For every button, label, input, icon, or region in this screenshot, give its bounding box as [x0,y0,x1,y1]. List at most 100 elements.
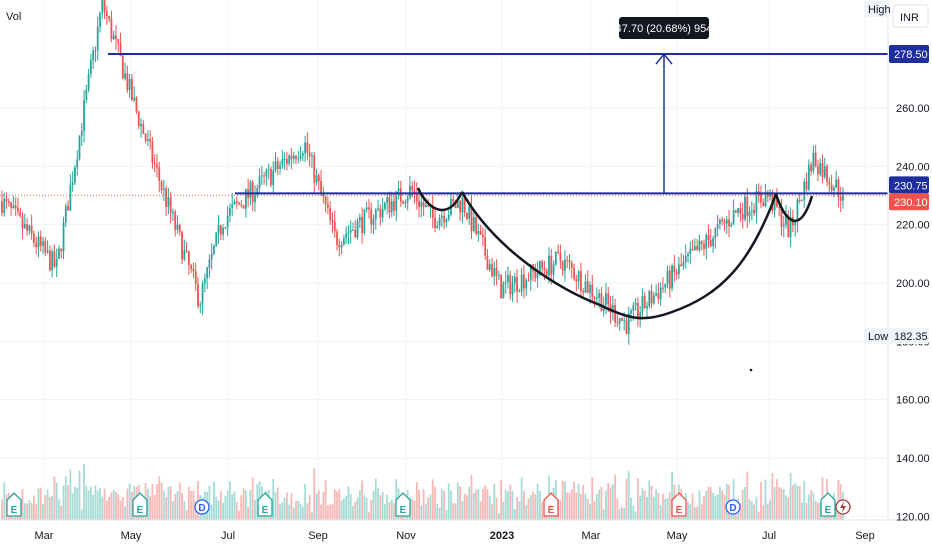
candle-body [559,253,562,262]
candle-body [568,260,571,263]
volume-bar [559,500,562,520]
volume-bar [789,473,792,520]
volume-bar [210,504,213,520]
vol-label: Vol [6,11,21,23]
candle-body [19,211,22,216]
volume-bar [456,482,459,520]
candle-body [648,291,651,306]
low-label-box [864,328,890,344]
candle-body [666,270,669,284]
volume-bar [609,487,612,520]
candle-body [703,243,705,249]
candle-body [755,191,758,214]
candle-body [452,199,455,203]
volume-bar [538,491,541,520]
volume-bar [213,481,215,520]
volume-bar [126,488,129,520]
volume-bar [365,497,368,520]
volume-bar [363,495,366,520]
candle-body [680,264,683,267]
x-tick-label: Jul [762,530,776,542]
volume-bar [379,495,382,520]
volume-bar [497,512,500,520]
candle-body [379,208,382,218]
candle-body [297,158,300,160]
candle-body [475,217,477,234]
volume-bar [470,474,473,520]
candle-body [573,268,575,280]
candle-body [807,164,810,190]
candle-body [814,152,817,167]
candle-body [525,280,528,289]
volume-bar [224,495,227,520]
volume-bar [283,498,286,520]
candle-body [197,283,199,307]
candle-body [358,217,361,221]
volume-bar [23,503,26,520]
candle-body [659,287,662,300]
volume-bar [347,486,350,520]
candle-body [5,198,8,201]
volume-bar [484,485,487,520]
candle-body [586,281,589,293]
volume-bar [709,487,712,520]
candle-body [495,267,498,276]
candle-body [272,170,275,186]
candle-body [632,305,635,311]
volume-bar [431,479,434,520]
candle-body [470,206,473,231]
candle-body [263,175,266,177]
volume-bar [607,482,610,520]
candle-body [231,204,234,208]
volume-bar [361,480,364,520]
candle-body [156,164,158,168]
dividend-marker-letter: D [198,503,205,514]
candle-body [144,134,147,141]
candle-body [837,179,840,197]
low-price-box [889,328,929,344]
currency-box[interactable] [892,4,929,28]
candle-body [133,97,136,101]
candle-body [486,255,489,270]
measure-label: 47.70 (20.68%) 954 [616,23,713,35]
candle-body [511,282,514,295]
volume-bar [511,491,514,520]
candle-body [502,283,505,299]
volume-bar [461,500,464,520]
candle-body [76,159,79,168]
candle-body [671,265,673,289]
candles [1,0,844,345]
volume-bar [78,470,81,520]
candle-body [347,232,350,234]
volume-bar [217,500,220,520]
candle-body [208,259,211,268]
candle-body [299,155,302,159]
candle-body [108,15,111,19]
candle-body [598,293,601,298]
candle-body [69,185,72,211]
volume-bar [452,503,455,520]
candle-body [87,73,90,90]
candle-body [440,215,443,218]
candle-body [468,206,471,219]
candle-body [625,320,628,334]
volume-bar [311,512,313,520]
volume-bar [577,483,580,520]
volume-bar [187,486,190,520]
volume-bar [358,490,361,520]
candle-body [37,236,40,248]
volume-bar [324,480,327,520]
candle-body [785,215,787,225]
candle-body [242,205,245,209]
volume-bar [589,503,591,520]
volume-bar [507,491,509,520]
resistance-price-value: 230.75 [894,180,928,192]
volume-bar [570,489,573,520]
candle-body [794,221,797,226]
candle-body [773,195,776,211]
volume-bar [481,488,484,520]
earnings-marker-letter: E [825,505,832,516]
volume-bar [835,504,838,520]
earnings-marker [395,492,411,517]
